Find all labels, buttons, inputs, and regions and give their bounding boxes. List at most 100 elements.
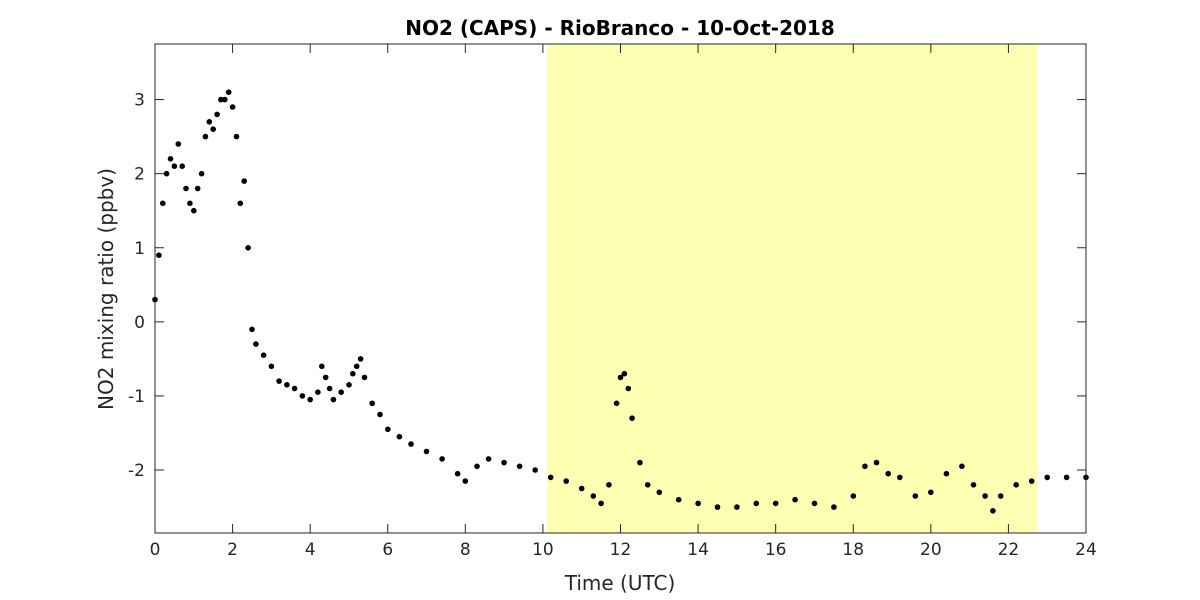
data-points [152,89,1089,514]
data-point [811,500,818,507]
y-axis-label: NO2 mixing ratio (ppbv) [94,168,118,410]
y-axis-ticks: -2 -1 0 1 2 3 [128,91,1086,481]
data-point [598,500,604,507]
data-point [547,474,554,481]
x-tick-label: 4 [305,540,316,560]
data-point [606,482,612,488]
data-point [233,133,240,140]
data-point [1013,482,1019,488]
data-point [656,489,663,496]
data-point [613,400,620,407]
data-point [501,459,507,466]
x-tick-label: 20 [920,540,942,560]
y-tick-label: 0 [134,313,145,333]
data-point [997,493,1004,499]
data-point [326,385,333,392]
x-tick-label: 0 [150,540,161,560]
data-point [237,200,244,207]
x-tick-label: 2 [227,540,238,560]
data-point [959,463,965,470]
data-point [346,382,352,388]
data-point [982,493,988,499]
data-point [214,111,220,118]
data-point [163,170,170,177]
data-point [617,374,624,381]
data-point [644,482,651,488]
y-tick-label: 2 [134,165,145,185]
x-tick-label: 12 [610,540,632,560]
x-tick-label: 8 [460,540,471,560]
data-point [353,363,360,370]
x-axis-label: Time (UTC) [564,571,676,595]
data-point [912,493,919,499]
x-tick-label: 16 [765,540,787,560]
data-point [970,482,977,488]
data-point [322,374,329,381]
data-point [330,396,337,403]
data-point [245,245,251,251]
data-point [621,370,628,377]
data-point [675,496,682,503]
data-point [206,119,213,125]
data-point [202,133,209,140]
data-point [462,478,469,484]
data-point [171,163,178,169]
data-point [990,508,996,514]
data-point [590,493,597,499]
data-point [485,456,492,462]
data-point [629,415,635,422]
data-point [291,385,298,392]
daytime-highlight-band [546,44,1038,533]
data-point [873,459,880,466]
data-point [532,467,538,473]
data-point [862,463,868,470]
data-point [625,385,632,392]
data-point [249,326,255,333]
data-point [187,200,193,207]
data-point [319,363,325,370]
data-point [222,96,228,103]
data-point [299,393,306,399]
data-point [194,185,201,192]
data-point [175,141,182,147]
data-point [361,374,368,381]
data-point [229,104,236,110]
chart-title: NO2 (CAPS) - RioBranco - 10-Oct-2018 [405,16,835,40]
data-point [315,389,321,396]
data-point [377,411,383,418]
data-point [167,156,174,162]
data-point [284,382,290,388]
data-point [268,363,275,370]
data-point [156,252,162,258]
data-point [850,493,857,499]
data-point [260,352,267,359]
data-point [179,163,185,169]
data-point [210,126,216,132]
data-point [454,470,461,477]
data-point [276,378,282,384]
x-tick-label: 24 [1075,540,1097,560]
data-point [385,426,391,433]
data-point [183,185,189,192]
data-point [1044,474,1050,481]
y-tick-label: -1 [128,387,145,407]
data-point [408,441,414,447]
data-point [396,433,403,440]
data-point [897,474,903,481]
data-point [928,489,934,496]
y-tick-label: 3 [134,91,145,111]
data-point [357,356,364,362]
data-point [943,470,950,477]
data-point [695,500,701,507]
x-tick-label: 22 [998,540,1020,560]
data-point [474,463,480,470]
data-point [307,396,314,403]
data-point [885,470,891,477]
data-point [516,463,523,470]
x-tick-label: 10 [532,540,554,560]
data-point [191,207,197,214]
data-point [1028,478,1035,484]
data-point [772,500,779,507]
